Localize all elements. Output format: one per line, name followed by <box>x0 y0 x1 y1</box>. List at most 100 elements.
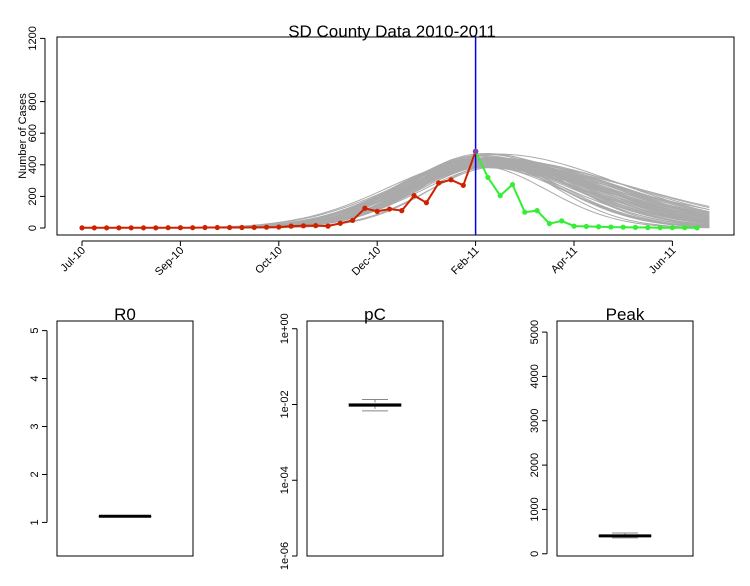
pc-tick-label: 1e-04 <box>279 466 291 494</box>
r0-plot: R0 1 2 3 4 5 <box>29 305 194 557</box>
peak-tick-label: 3000 <box>529 409 541 433</box>
pc-plot-frame <box>306 320 444 557</box>
observed-point <box>177 225 183 231</box>
observed-point <box>91 225 97 231</box>
peak-tick-label: 1000 <box>529 497 541 521</box>
future-point <box>509 181 516 188</box>
future-point <box>608 224 614 230</box>
observed-point <box>337 220 343 226</box>
observed-point <box>140 225 147 231</box>
main-x-tick-label: Jun-11 <box>647 245 679 277</box>
main-x-tick-label: Feb-11 <box>449 245 482 278</box>
observed-point <box>214 224 220 231</box>
peak-box <box>598 532 652 539</box>
observed-point <box>300 223 306 229</box>
observed-point <box>460 182 466 188</box>
pc-box <box>348 399 402 412</box>
main-y-tick-label: 400 <box>27 156 39 174</box>
future-point <box>632 224 639 230</box>
future-point <box>657 225 663 231</box>
r0-tick-label: 5 <box>29 328 41 334</box>
observed-point <box>190 225 196 231</box>
main-x-tick-label: Sep-10 <box>153 245 187 279</box>
main-x-tick-label: Dec-10 <box>350 245 384 279</box>
peak-title: Peak <box>606 305 645 324</box>
observed-point <box>251 224 257 230</box>
pc-tick-label: 1e-02 <box>279 390 291 418</box>
peak-tick-label: 5000 <box>529 320 541 344</box>
observed-point <box>436 180 442 186</box>
observed-point <box>386 206 393 212</box>
main-y-tick-label: 1200 <box>27 26 39 50</box>
main-x-tick-label: Apr-11 <box>549 245 580 276</box>
future-point <box>596 224 602 230</box>
peak-tick-label: 0 <box>529 551 541 557</box>
main-x-tick-label: Jul-10 <box>58 245 88 275</box>
r0-box <box>98 514 152 518</box>
pc-y-axis: 1e-06 1e-04 1e-02 1e+00 <box>279 313 298 570</box>
pc-title: pC <box>364 305 386 324</box>
observed-point <box>411 193 417 199</box>
future-point <box>559 218 565 224</box>
observed-point <box>374 208 380 215</box>
r0-y-axis: 1 2 3 4 5 <box>29 328 48 525</box>
r0-plot-frame <box>56 320 194 557</box>
observed-point <box>104 225 110 231</box>
main-y-tick-label: 0 <box>27 225 39 231</box>
observed-point <box>128 225 134 231</box>
peak-y-axis: 0 1000 2000 3000 4000 5000 <box>529 320 548 557</box>
observed-point <box>288 223 294 229</box>
projection-curve <box>82 162 710 229</box>
future-point <box>583 223 589 230</box>
observed-point <box>165 225 171 231</box>
future-point <box>694 225 700 231</box>
observed-point <box>399 208 405 214</box>
main-series <box>79 148 700 231</box>
future-point <box>645 224 651 231</box>
main-y-tick-label: 600 <box>27 124 39 142</box>
observed-point <box>350 217 356 224</box>
r0-tick-label: 2 <box>29 471 41 477</box>
peak-plot-frame <box>556 320 694 557</box>
peak-tick-label: 4000 <box>529 364 541 388</box>
peak-plot: Peak 0 1000 2000 3000 4000 5000 <box>529 305 694 557</box>
main-plot-frame <box>56 36 735 236</box>
observed-point <box>116 225 122 231</box>
observed-point <box>362 205 368 211</box>
cutoff-point <box>472 148 479 155</box>
observed-point <box>313 223 319 229</box>
future-point <box>534 208 540 214</box>
observed-point <box>202 224 208 231</box>
observed-point <box>79 225 85 231</box>
observed-point <box>448 177 454 183</box>
observed-point <box>276 224 282 230</box>
observed-point <box>325 223 331 229</box>
r0-tick-label: 4 <box>29 375 41 381</box>
pc-tick-label: 1e-06 <box>279 542 291 570</box>
future-point <box>620 224 626 230</box>
main-y-tick-label: 200 <box>27 187 39 205</box>
pc-plot: pC 1e-06 1e-04 1e-02 1e+00 <box>279 305 444 570</box>
main-x-axis: Jul-10 Sep-10 Oct-10 Dec-10 Feb-11 Apr-11 Jun-… <box>58 240 679 279</box>
future-point <box>571 223 577 229</box>
peak-tick-label: 2000 <box>529 453 541 477</box>
future-point <box>669 225 676 231</box>
future-point <box>546 220 553 227</box>
r0-title: R0 <box>114 305 136 324</box>
future-point <box>485 174 491 181</box>
observed-point <box>263 224 270 230</box>
observed-point <box>423 200 429 206</box>
future-point <box>682 225 688 231</box>
main-title: SD County Data 2010-2011 <box>288 22 496 41</box>
main-y-axis: 0 200 400 600 800 1200 <box>27 26 46 231</box>
future-point <box>522 209 528 215</box>
pc-tick-label: 1e+00 <box>279 313 291 344</box>
main-plot: 0 200 400 600 800 1200 Jul-10 Sep-10 Oct-10 Dec-… <box>17 22 735 279</box>
main-y-label: Number of Cases <box>17 93 29 179</box>
projection-curves <box>82 153 710 229</box>
observed-point <box>227 224 233 231</box>
observed-point <box>239 224 245 231</box>
main-y-tick-label: 800 <box>27 92 39 110</box>
r0-tick-label: 3 <box>29 423 41 429</box>
